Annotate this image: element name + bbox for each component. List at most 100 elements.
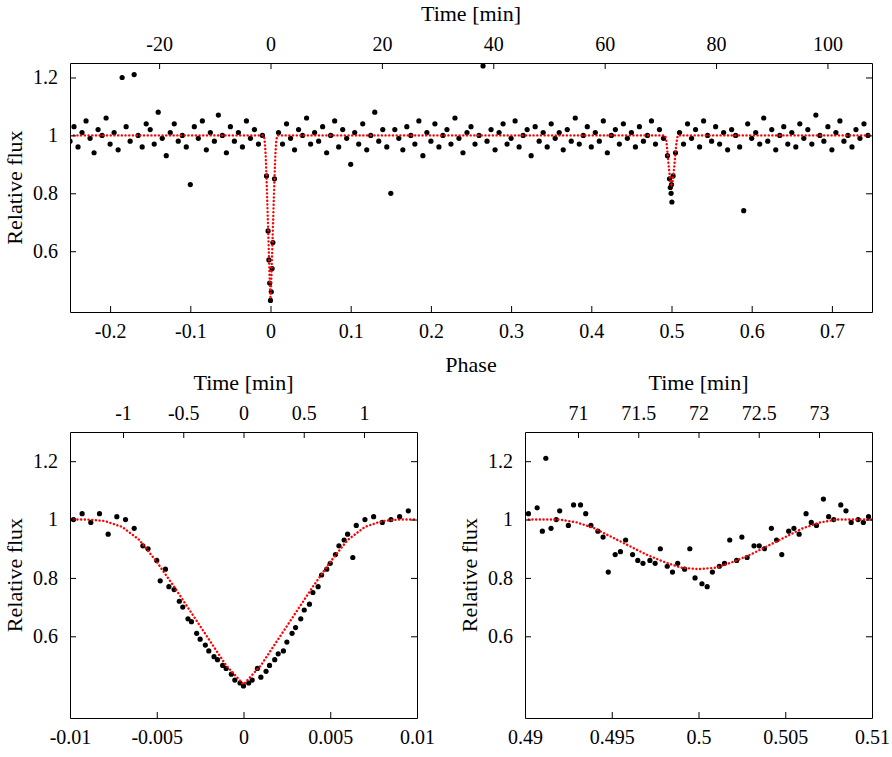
data-point: [618, 549, 623, 554]
axis-line: [70, 433, 71, 719]
data-point: [400, 147, 405, 152]
tick: 0: [239, 402, 249, 438]
tick: 0.8: [33, 182, 76, 204]
tick: 0.6: [33, 625, 76, 647]
tick: 0.6: [33, 240, 76, 262]
data-point: [535, 505, 540, 510]
tick: 0.7: [820, 306, 845, 342]
data-point: [206, 648, 211, 653]
data-point: [757, 543, 762, 548]
tick-label: 73: [809, 402, 829, 424]
tick: 0.5: [687, 712, 712, 748]
tick-mark: [70, 193, 76, 194]
tick: -20: [146, 33, 173, 69]
tick: 72.5: [742, 402, 777, 438]
tick: 0.8: [33, 567, 76, 589]
data-point: [693, 127, 698, 132]
data-point: [761, 115, 766, 120]
tick: 80: [707, 33, 727, 69]
tick-mark: [866, 520, 872, 521]
data-point: [244, 118, 249, 123]
data-point: [140, 144, 145, 149]
data-point: [356, 141, 361, 146]
axis: [866, 433, 873, 719]
tick-mark: [716, 63, 717, 69]
data-point: [324, 150, 329, 155]
data-point: [320, 124, 325, 129]
tick-mark: [411, 578, 417, 579]
data-point: [444, 127, 449, 132]
tick-label: 0.5: [660, 320, 685, 342]
data-point: [456, 136, 461, 141]
data-point: [95, 127, 100, 132]
data-point: [517, 144, 522, 149]
plot-background: [70, 432, 417, 718]
data-point: [669, 199, 674, 204]
data-point: [825, 124, 830, 129]
data-point: [623, 537, 628, 542]
data-point: [545, 144, 550, 149]
data-point: [284, 640, 289, 645]
data-point: [312, 130, 317, 135]
data-point: [428, 139, 433, 144]
tick-label: 80: [707, 33, 727, 55]
tick-mark: [157, 712, 158, 718]
axis-line: [71, 63, 873, 64]
data-point: [710, 569, 715, 574]
data-point: [597, 139, 602, 144]
data-point: [565, 127, 570, 132]
tick-mark: [70, 77, 76, 78]
tick: [411, 636, 417, 637]
tick-label: 0.51: [855, 726, 890, 748]
data-point: [789, 130, 794, 135]
data-point: [737, 144, 742, 149]
tick-mark: [866, 251, 872, 252]
tick-mark: [699, 432, 700, 438]
tick: [866, 251, 872, 252]
data-point: [345, 532, 350, 537]
data-point: [436, 144, 441, 149]
tick: 0: [266, 33, 276, 69]
tick: 1.2: [33, 450, 76, 472]
data-point: [773, 147, 778, 152]
tick-mark: [525, 520, 531, 521]
data-point: [364, 147, 369, 152]
data-point: [781, 124, 786, 129]
scatter-series: [71, 508, 411, 688]
data-point: [106, 532, 111, 537]
data-point: [640, 561, 645, 566]
tick: -0.2: [95, 306, 127, 342]
data-point: [635, 558, 640, 563]
tick-label: 0.5: [292, 402, 317, 424]
tick-mark: [525, 461, 531, 462]
data-point: [647, 558, 652, 563]
tick: 1.2: [33, 66, 76, 88]
data-point: [769, 526, 774, 531]
data-point: [857, 136, 862, 141]
data-point: [500, 121, 505, 126]
tick-mark: [827, 63, 828, 69]
data-point: [267, 663, 272, 668]
data-point: [288, 136, 293, 141]
tick-mark: [190, 306, 191, 312]
x2-axis-title: Time [min]: [193, 370, 293, 395]
tick-label: -20: [146, 33, 173, 55]
tick-mark: [591, 306, 592, 312]
data-point: [593, 130, 598, 135]
data-point: [308, 141, 313, 146]
data-point: [571, 502, 576, 507]
data-point: [384, 144, 389, 149]
data-point: [215, 657, 220, 662]
data-point: [80, 511, 85, 516]
data-point: [613, 127, 618, 132]
model-line: [70, 135, 872, 299]
data-point: [866, 514, 871, 519]
data-point: [585, 124, 590, 129]
tick: -1: [115, 402, 132, 438]
data-point: [302, 607, 307, 612]
data-point: [216, 113, 221, 118]
data-point: [144, 121, 149, 126]
model-line: [525, 520, 872, 570]
data-point: [549, 121, 554, 126]
axis-line: [70, 64, 71, 313]
